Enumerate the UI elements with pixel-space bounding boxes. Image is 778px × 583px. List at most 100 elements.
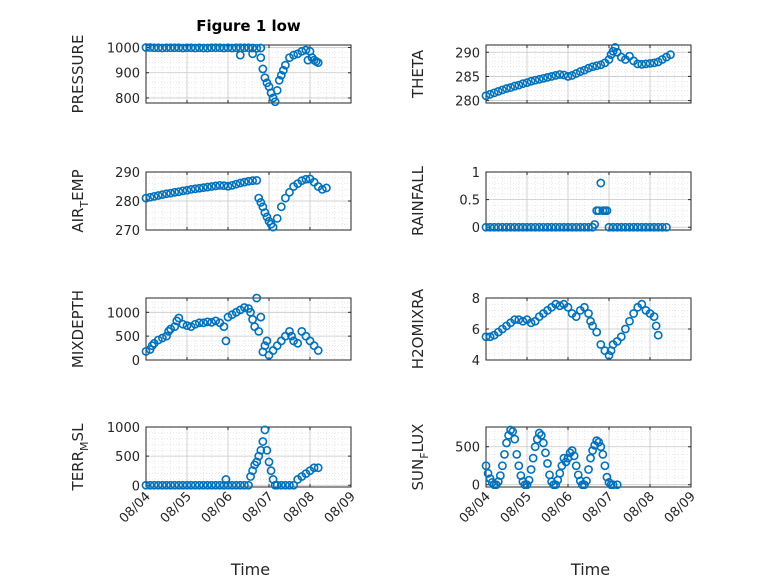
data-point	[194, 183, 204, 193]
data-point	[194, 318, 204, 328]
y-tick-label: 270	[115, 224, 140, 239]
data-point	[526, 465, 536, 474]
data-point	[563, 222, 573, 232]
data-point	[621, 222, 630, 232]
subplot-8: 0 500 08/04 08/05 08/06 08/07 08/08 08/09 Time SU…	[409, 424, 699, 579]
data-point	[485, 89, 495, 99]
data-point	[258, 437, 268, 446]
plot-area	[146, 427, 351, 487]
data-point	[495, 471, 505, 481]
data-point	[604, 55, 614, 64]
data-point	[633, 222, 643, 232]
axes-box	[485, 44, 692, 104]
data-point	[207, 317, 216, 327]
data-point	[235, 480, 245, 490]
data-point	[166, 188, 175, 198]
data-point	[239, 303, 249, 312]
data-point	[612, 222, 622, 232]
data-point	[235, 178, 245, 188]
data-point	[584, 63, 593, 73]
data-point	[645, 222, 655, 232]
y-tick-label: 1000	[107, 42, 140, 57]
data-point	[555, 222, 565, 232]
data-point	[274, 75, 284, 85]
data-point	[313, 346, 323, 355]
data-point	[592, 61, 602, 71]
data-point	[555, 301, 565, 311]
data-point	[244, 480, 253, 490]
data-point	[510, 315, 520, 325]
data-point	[594, 206, 604, 216]
data-point	[543, 222, 552, 232]
data-point	[602, 206, 612, 216]
data-point	[254, 326, 264, 336]
data-point	[147, 341, 157, 351]
data-point	[522, 78, 532, 88]
data-point	[198, 183, 208, 193]
x-axis-label: Time	[570, 560, 610, 579]
data-point	[584, 309, 593, 318]
data-point	[497, 85, 507, 95]
data-point	[571, 69, 581, 78]
data-point	[608, 222, 618, 232]
data-point	[301, 45, 311, 55]
data-point	[641, 222, 651, 232]
data-point	[141, 347, 151, 356]
data-point	[149, 480, 159, 490]
y-tick-label: 0	[132, 354, 140, 369]
data-point	[604, 222, 614, 232]
y-tick-label: 500	[455, 441, 480, 456]
data-point	[506, 83, 515, 92]
axes-box	[485, 171, 692, 231]
data-point	[231, 480, 241, 490]
data-point	[510, 222, 520, 232]
data-point	[493, 87, 503, 96]
data-point	[534, 74, 544, 84]
x-tick-label: 08/07	[240, 489, 277, 526]
data-point	[270, 97, 280, 107]
data-point	[280, 480, 290, 490]
data-point	[260, 208, 270, 217]
axes-box	[145, 44, 352, 104]
data-point	[221, 336, 231, 346]
data-point	[256, 43, 266, 53]
data-point	[489, 88, 499, 98]
data-point	[588, 62, 597, 72]
data-point	[145, 192, 155, 202]
data-point	[559, 222, 569, 232]
data-point	[244, 176, 253, 186]
data-point	[569, 451, 579, 461]
y-tick-label: 8	[472, 292, 480, 307]
data-point	[526, 76, 536, 86]
data-point	[215, 43, 225, 53]
data-point	[207, 43, 216, 53]
data-point	[547, 72, 556, 81]
subplot-3: 270 280 290 AIRTEMP	[69, 166, 352, 239]
data-point	[203, 480, 212, 490]
data-point	[489, 222, 499, 232]
data-point	[162, 43, 171, 53]
chart-title: Figure 1 low	[196, 17, 301, 35]
data-point	[248, 49, 257, 59]
data-point	[289, 50, 298, 60]
data-point	[567, 222, 577, 232]
y-tick-label: 800	[115, 92, 140, 107]
data-point	[541, 448, 550, 458]
data-point	[485, 222, 495, 232]
data-point	[252, 293, 262, 303]
y-tick-label: 0.5	[459, 194, 480, 209]
x-tick-label: 08/05	[498, 489, 535, 526]
data-point	[600, 461, 610, 471]
data-point	[485, 332, 495, 342]
y-tick-label: 0	[472, 221, 480, 236]
data-point	[285, 187, 294, 197]
data-point	[321, 183, 331, 193]
data-point	[497, 461, 507, 471]
data-point	[166, 43, 175, 53]
plot-area	[486, 45, 691, 103]
y-tick-label: 0	[132, 479, 140, 494]
data-point	[518, 79, 528, 89]
data-point	[637, 222, 647, 232]
data-point	[547, 222, 556, 232]
data-point	[162, 331, 171, 341]
